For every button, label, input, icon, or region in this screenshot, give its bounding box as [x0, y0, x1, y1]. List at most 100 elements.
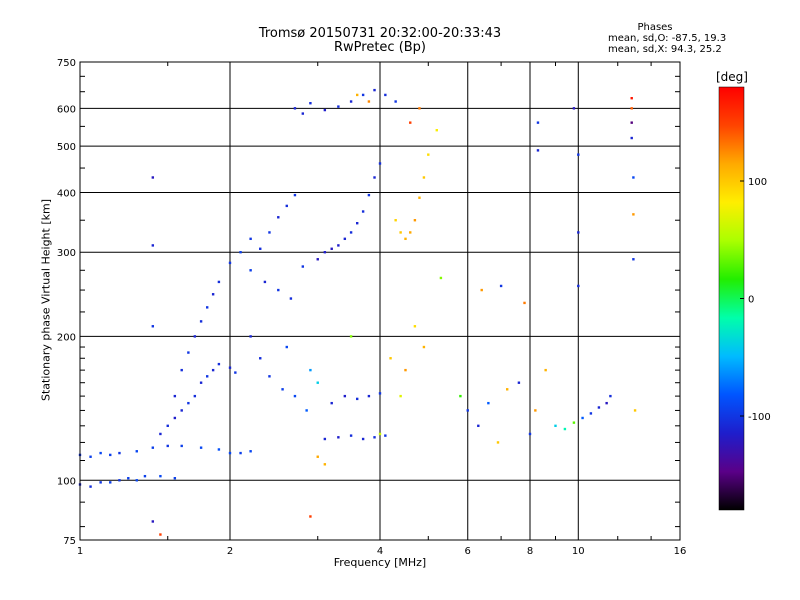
- echo-point: [355, 93, 359, 97]
- echo-point: [343, 237, 347, 241]
- echo-point: [173, 394, 177, 398]
- echo-point: [159, 474, 162, 478]
- y-tick-label: 300: [57, 248, 76, 259]
- echo-point: [633, 409, 637, 412]
- echo-point: [309, 101, 312, 105]
- echo-point: [249, 237, 252, 241]
- echo-point: [166, 444, 169, 448]
- echo-point: [173, 416, 177, 420]
- echo-point: [439, 276, 443, 280]
- echo-point: [285, 345, 288, 349]
- echo-point: [480, 288, 483, 292]
- y-tick-label: 200: [57, 332, 76, 343]
- colorbar-tick-label: 100: [748, 177, 767, 188]
- echo-point: [367, 100, 371, 103]
- echo-point: [384, 93, 387, 97]
- echo-point: [343, 394, 347, 398]
- echo-point: [316, 381, 319, 384]
- echo-point: [109, 481, 112, 484]
- colorbar-tick-label: -100: [748, 412, 771, 423]
- echo-point: [239, 451, 242, 455]
- echo-point: [466, 409, 469, 412]
- y-tick-label: 100: [57, 476, 76, 487]
- echo-point: [534, 409, 537, 412]
- echo-point: [361, 210, 365, 213]
- echo-point: [337, 436, 340, 439]
- echo-point: [211, 368, 215, 372]
- echo-point: [217, 362, 221, 366]
- echo-point: [418, 196, 421, 199]
- echo-point: [151, 325, 155, 328]
- y-tick-label: 500: [57, 142, 76, 153]
- echo-point: [330, 247, 333, 250]
- x-tick-label: 8: [527, 546, 533, 557]
- echo-point: [404, 368, 407, 372]
- x-tick-label: 4: [377, 546, 383, 557]
- echo-point: [577, 284, 580, 288]
- echo-point: [239, 251, 242, 254]
- echo-point: [563, 427, 567, 431]
- echo-point: [293, 193, 297, 197]
- echo-point: [249, 269, 252, 272]
- echo-point: [361, 437, 365, 441]
- echo-point: [572, 107, 576, 110]
- x-tick-label: 1: [77, 546, 83, 557]
- echo-point: [367, 394, 371, 398]
- echo-point: [249, 450, 252, 453]
- echo-point: [394, 219, 397, 222]
- echo-point: [477, 424, 480, 428]
- echo-point: [544, 368, 547, 372]
- echo-point: [404, 237, 407, 241]
- echo-point: [487, 401, 490, 405]
- echo-point: [418, 107, 421, 110]
- echo-point: [373, 88, 376, 92]
- echo-point: [199, 381, 203, 384]
- echo-point: [309, 368, 312, 372]
- echo-point: [337, 244, 340, 247]
- echo-point: [301, 112, 305, 115]
- echo-point: [289, 297, 293, 300]
- echo-point: [632, 213, 635, 216]
- echo-point: [378, 392, 382, 395]
- echo-point: [89, 485, 92, 488]
- echo-point: [301, 265, 305, 268]
- y-tick-label: 750: [57, 58, 76, 69]
- echo-point: [277, 288, 280, 292]
- echo-point: [422, 176, 426, 179]
- echo-point: [427, 153, 430, 156]
- echo-point: [173, 477, 177, 480]
- echo-point: [435, 128, 438, 132]
- echo-point: [409, 231, 412, 234]
- echo-point: [193, 335, 197, 338]
- echo-point: [572, 421, 576, 424]
- x-tick-label: 16: [674, 546, 687, 557]
- echo-point: [413, 325, 417, 328]
- echo-point: [211, 293, 215, 296]
- chart-title: Tromsø 20150731 20:32:00-20:33:43: [258, 26, 502, 41]
- y-tick-label: 75: [63, 536, 76, 547]
- echo-point: [337, 105, 340, 108]
- echo-point: [581, 416, 584, 420]
- echo-point: [205, 306, 209, 309]
- echo-point: [199, 320, 203, 323]
- echo-point: [281, 388, 284, 391]
- echo-point: [373, 176, 376, 179]
- echo-point: [422, 345, 426, 349]
- echo-point: [384, 434, 387, 437]
- echo-point: [517, 381, 521, 384]
- echo-point: [316, 455, 319, 458]
- echo-point: [217, 448, 221, 451]
- echo-point: [630, 107, 633, 110]
- echo-point: [217, 280, 221, 284]
- echo-point: [99, 481, 102, 484]
- echo-point: [180, 409, 183, 412]
- echo-point: [316, 258, 319, 261]
- echo-point: [187, 401, 190, 405]
- echo-point: [127, 477, 130, 480]
- echo-point: [355, 397, 359, 401]
- echo-point: [263, 280, 267, 284]
- plot-frame: [79, 61, 681, 541]
- echo-point: [228, 261, 232, 265]
- echo-point: [589, 412, 593, 415]
- echo-point: [135, 479, 138, 482]
